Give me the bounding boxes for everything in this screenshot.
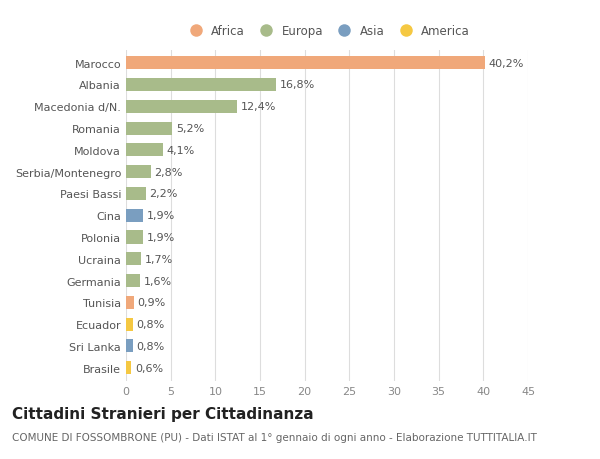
Bar [126,253,141,266]
Bar [126,122,172,135]
Text: 40,2%: 40,2% [488,59,524,68]
Text: 1,9%: 1,9% [146,211,175,221]
Text: 5,2%: 5,2% [176,124,204,134]
Text: 12,4%: 12,4% [241,102,276,112]
Bar [126,57,485,70]
Text: Cittadini Stranieri per Cittadinanza: Cittadini Stranieri per Cittadinanza [12,406,314,421]
Bar [126,79,276,92]
Text: 0,8%: 0,8% [137,319,165,330]
Text: 0,9%: 0,9% [137,298,166,308]
Text: 16,8%: 16,8% [280,80,315,90]
Legend: Africa, Europa, Asia, America: Africa, Europa, Asia, America [184,25,470,38]
Text: 0,8%: 0,8% [137,341,165,351]
Bar [126,361,131,375]
Bar [126,318,133,331]
Bar [126,296,134,309]
Bar [126,187,146,201]
Bar [126,209,143,222]
Text: 1,6%: 1,6% [144,276,172,286]
Text: COMUNE DI FOSSOMBRONE (PU) - Dati ISTAT al 1° gennaio di ogni anno - Elaborazion: COMUNE DI FOSSOMBRONE (PU) - Dati ISTAT … [12,432,537,442]
Text: 2,2%: 2,2% [149,189,178,199]
Text: 1,9%: 1,9% [146,232,175,242]
Bar [126,144,163,157]
Bar [126,101,237,113]
Text: 4,1%: 4,1% [166,146,194,156]
Bar [126,231,143,244]
Bar [126,166,151,179]
Text: 0,6%: 0,6% [135,363,163,373]
Text: 1,7%: 1,7% [145,254,173,264]
Bar [126,340,133,353]
Bar [126,274,140,287]
Text: 2,8%: 2,8% [155,167,183,177]
